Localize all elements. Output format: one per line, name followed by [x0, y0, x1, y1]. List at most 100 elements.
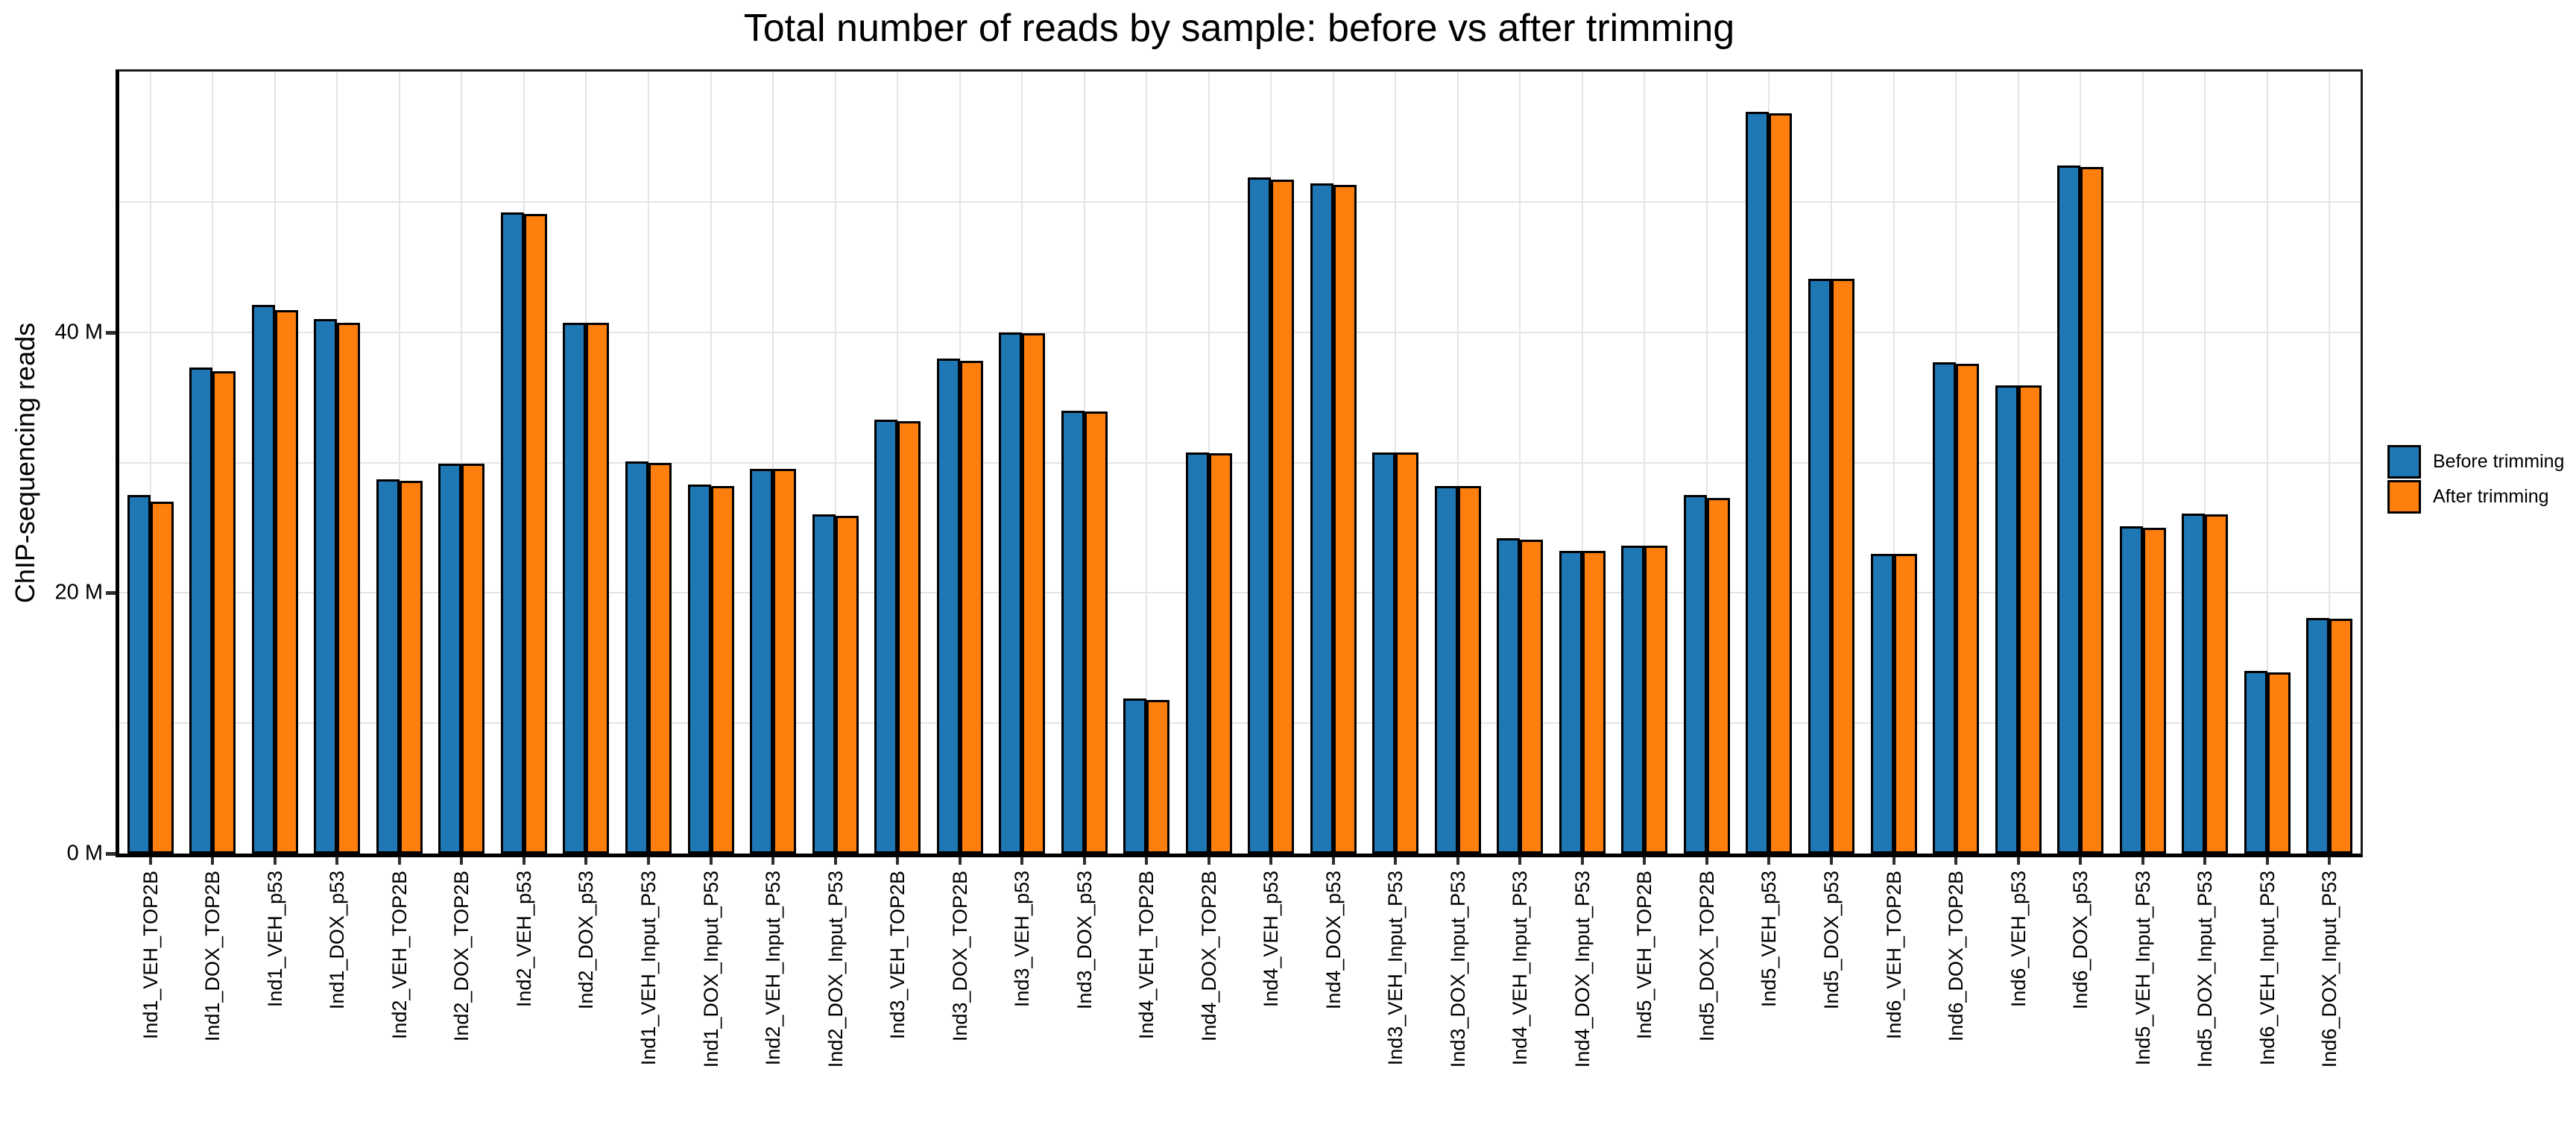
- x-tick-mark: [460, 857, 464, 865]
- gridline-horizontal: [119, 722, 2361, 725]
- x-tick-mark: [1580, 857, 1584, 865]
- bar-after-Ind2_DOX_TOP2B: [461, 464, 485, 854]
- x-tick-label-Ind3_DOX_p53: Ind3_DOX_p53: [1073, 871, 1096, 1010]
- bar-after-Ind4_DOX_Input_P53: [1582, 551, 1606, 854]
- x-tick-label-Ind1_VEH_p53: Ind1_VEH_p53: [263, 871, 286, 1008]
- x-tick-mark: [1954, 857, 1958, 865]
- x-tick-mark: [522, 857, 525, 865]
- bar-after-Ind1_DOX_TOP2B: [212, 371, 236, 854]
- bar-before-Ind4_VEH_Input_P53: [1497, 537, 1521, 854]
- bar-after-Ind4_VEH_p53: [1271, 180, 1295, 854]
- x-tick-mark: [1643, 857, 1647, 865]
- x-tick-mark: [1082, 857, 1086, 865]
- x-tick-mark: [1892, 857, 1895, 865]
- x-tick-label-Ind5_VEH_p53: Ind5_VEH_p53: [1758, 871, 1781, 1008]
- bar-before-Ind3_DOX_TOP2B: [936, 358, 960, 854]
- bar-before-Ind5_DOX_TOP2B: [1683, 495, 1707, 854]
- y-tick-mark: [106, 330, 116, 335]
- bar-after-Ind3_DOX_TOP2B: [959, 361, 983, 854]
- y-tick-label-20: 20 M: [54, 580, 103, 605]
- x-tick-label-Ind2_VEH_Input_P53: Ind2_VEH_Input_P53: [762, 871, 785, 1066]
- x-tick-mark: [2203, 857, 2207, 865]
- bar-after-Ind2_DOX_Input_P53: [835, 516, 859, 854]
- x-tick-mark: [1705, 857, 1708, 865]
- x-tick-label-Ind5_DOX_p53: Ind5_DOX_p53: [1820, 871, 1843, 1010]
- bar-after-Ind5_VEH_p53: [1769, 113, 1793, 854]
- bar-after-Ind6_VEH_TOP2B: [1893, 553, 1917, 854]
- x-tick-label-Ind1_DOX_Input_P53: Ind1_DOX_Input_P53: [699, 871, 722, 1068]
- x-tick-label-Ind2_DOX_TOP2B: Ind2_DOX_TOP2B: [450, 871, 473, 1042]
- x-tick-label-Ind2_VEH_p53: Ind2_VEH_p53: [512, 871, 535, 1008]
- bar-before-Ind3_VEH_p53: [999, 332, 1023, 854]
- bar-before-Ind5_VEH_Input_P53: [2119, 526, 2143, 854]
- x-tick-label-Ind4_DOX_TOP2B: Ind4_DOX_TOP2B: [1197, 871, 1220, 1042]
- bar-before-Ind5_DOX_p53: [1808, 279, 1831, 854]
- bar-after-Ind1_VEH_p53: [274, 309, 298, 854]
- x-tick-label-Ind6_DOX_p53: Ind6_DOX_p53: [2069, 871, 2092, 1010]
- x-tick-mark: [1331, 857, 1335, 865]
- x-tick-label-Ind6_DOX_TOP2B: Ind6_DOX_TOP2B: [1945, 871, 1968, 1042]
- x-tick-mark: [1767, 857, 1771, 865]
- x-tick-mark: [335, 857, 339, 865]
- x-tick-mark: [2079, 857, 2083, 865]
- x-tick-mark: [1207, 857, 1210, 865]
- x-tick-mark: [1830, 857, 1833, 865]
- bar-after-Ind1_VEH_TOP2B: [150, 501, 174, 854]
- x-tick-label-Ind6_VEH_Input_P53: Ind6_VEH_Input_P53: [2255, 871, 2279, 1066]
- x-tick-label-Ind6_DOX_Input_P53: Ind6_DOX_Input_P53: [2318, 871, 2341, 1068]
- x-tick-label-Ind6_VEH_p53: Ind6_VEH_p53: [2007, 871, 2030, 1008]
- x-tick-label-Ind3_DOX_Input_P53: Ind3_DOX_Input_P53: [1446, 871, 1469, 1068]
- x-tick-label-Ind4_VEH_TOP2B: Ind4_VEH_TOP2B: [1135, 871, 1158, 1040]
- x-tick-label-Ind4_DOX_p53: Ind4_DOX_p53: [1322, 871, 1345, 1010]
- x-tick-label-Ind3_VEH_p53: Ind3_VEH_p53: [1011, 871, 1034, 1008]
- bar-after-Ind4_VEH_Input_P53: [1520, 539, 1544, 854]
- x-tick-mark: [709, 857, 713, 865]
- bar-before-Ind3_DOX_Input_P53: [1434, 485, 1458, 854]
- bar-before-Ind2_VEH_Input_P53: [750, 469, 774, 854]
- x-tick-label-Ind4_VEH_Input_P53: Ind4_VEH_Input_P53: [1509, 871, 1532, 1066]
- bar-before-Ind5_DOX_Input_P53: [2182, 513, 2206, 854]
- bar-after-Ind3_DOX_Input_P53: [1457, 485, 1481, 854]
- bar-after-Ind3_VEH_p53: [1022, 333, 1046, 854]
- bar-before-Ind3_VEH_TOP2B: [874, 419, 898, 854]
- bar-after-Ind6_VEH_p53: [2018, 385, 2042, 854]
- bar-after-Ind1_VEH_Input_P53: [648, 462, 672, 854]
- bar-before-Ind5_VEH_TOP2B: [1621, 546, 1645, 854]
- bar-after-Ind5_DOX_Input_P53: [2205, 514, 2229, 854]
- x-tick-label-Ind2_DOX_p53: Ind2_DOX_p53: [575, 871, 598, 1010]
- bar-before-Ind1_VEH_p53: [251, 304, 275, 854]
- x-tick-label-Ind3_DOX_TOP2B: Ind3_DOX_TOP2B: [948, 871, 971, 1042]
- x-tick-mark: [958, 857, 962, 865]
- gridline-horizontal: [119, 331, 2361, 333]
- bar-after-Ind5_VEH_TOP2B: [1644, 546, 1668, 854]
- x-tick-label-Ind4_VEH_p53: Ind4_VEH_p53: [1260, 871, 1283, 1008]
- plot-inner: [119, 72, 2361, 854]
- y-tick-label-0: 0 M: [66, 841, 103, 865]
- x-tick-label-Ind1_VEH_TOP2B: Ind1_VEH_TOP2B: [139, 871, 162, 1040]
- x-tick-mark: [1518, 857, 1522, 865]
- x-tick-label-Ind2_DOX_Input_P53: Ind2_DOX_Input_P53: [824, 871, 847, 1068]
- x-tick-mark: [1394, 857, 1398, 865]
- bar-before-Ind4_DOX_Input_P53: [1559, 551, 1582, 854]
- x-tick-label-Ind5_DOX_TOP2B: Ind5_DOX_TOP2B: [1695, 871, 1718, 1042]
- x-tick-mark: [896, 857, 900, 865]
- legend-label-after-trimming: After trimming: [2433, 486, 2549, 507]
- bar-after-Ind2_VEH_p53: [523, 213, 547, 854]
- bar-after-Ind6_DOX_Input_P53: [2329, 619, 2353, 854]
- bar-after-Ind3_VEH_Input_P53: [1395, 452, 1419, 854]
- x-tick-label-Ind1_DOX_p53: Ind1_DOX_p53: [326, 871, 349, 1010]
- bar-before-Ind3_DOX_p53: [1061, 410, 1085, 854]
- bar-after-Ind5_DOX_TOP2B: [1706, 497, 1730, 854]
- x-tick-mark: [584, 857, 588, 865]
- bar-before-Ind6_DOX_Input_P53: [2306, 617, 2330, 854]
- x-tick-label-Ind3_VEH_TOP2B: Ind3_VEH_TOP2B: [886, 871, 909, 1040]
- y-tick-mark: [106, 591, 116, 596]
- bar-before-Ind1_DOX_Input_P53: [687, 485, 711, 854]
- plot-area: [116, 69, 2363, 857]
- bar-before-Ind2_DOX_p53: [563, 323, 587, 854]
- bar-before-Ind2_VEH_p53: [500, 212, 524, 854]
- x-tick-mark: [397, 857, 401, 865]
- bar-after-Ind1_DOX_Input_P53: [710, 485, 734, 854]
- gridline-horizontal: [119, 461, 2361, 464]
